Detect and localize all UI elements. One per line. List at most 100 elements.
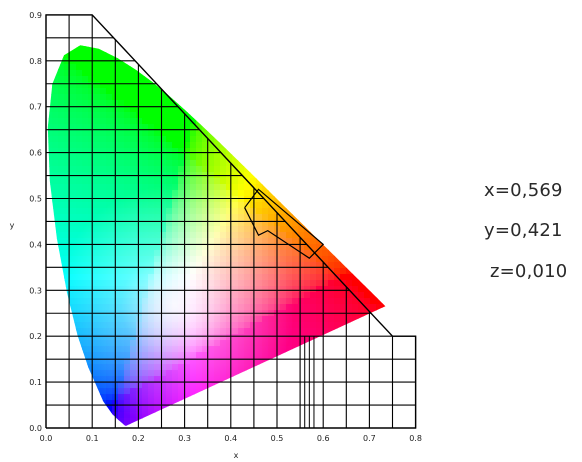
color-cell: [172, 412, 179, 419]
color-cell: [70, 406, 77, 413]
color-cell: [298, 190, 305, 197]
color-cell: [280, 88, 287, 95]
color-cell: [376, 52, 383, 59]
color-cell: [178, 45, 185, 47]
color-cell: [190, 70, 197, 77]
color-cell: [394, 286, 401, 293]
color-cell: [58, 46, 65, 53]
color-cell: [346, 346, 353, 353]
color-cell: [394, 58, 401, 65]
color-cell: [244, 394, 251, 401]
color-cell: [364, 70, 371, 77]
color-cell: [298, 58, 305, 65]
color-cell: [334, 394, 341, 401]
color-cell: [394, 244, 401, 251]
color-cell: [136, 46, 143, 53]
color-cell: [358, 118, 365, 125]
color-cell: [244, 88, 251, 95]
color-cell: [388, 388, 395, 395]
color-cell: [382, 412, 386, 419]
color-cell: [148, 418, 155, 425]
color-cell: [310, 52, 317, 59]
color-cell: [286, 64, 293, 71]
color-cell: [370, 412, 377, 419]
color-cell: [250, 412, 257, 419]
color-cell: [286, 160, 293, 167]
color-cell: [172, 88, 179, 95]
color-cell: [232, 58, 239, 65]
color-cell: [334, 172, 341, 179]
color-cell: [346, 256, 353, 263]
color-cell: [364, 100, 371, 107]
color-cell: [226, 106, 233, 113]
color-cell: [220, 124, 227, 131]
color-cell: [47, 52, 53, 59]
color-cell: [286, 400, 293, 407]
color-cell: [52, 52, 59, 59]
color-cell: [58, 328, 65, 335]
color-cell: [214, 88, 221, 95]
color-cell: [310, 196, 317, 203]
color-cell: [238, 58, 245, 65]
color-cell: [382, 136, 386, 143]
color-cell: [352, 346, 359, 353]
color-cell: [358, 136, 365, 143]
color-cell: [274, 154, 281, 161]
color-cell: [334, 418, 341, 425]
color-cell: [214, 130, 221, 137]
color-cell: [178, 70, 185, 77]
color-cell: [298, 124, 305, 131]
color-cell: [388, 352, 395, 359]
color-cell: [328, 184, 335, 191]
color-cell: [376, 45, 383, 47]
color-cell: [358, 46, 365, 53]
color-cell: [346, 160, 353, 167]
color-cell: [250, 76, 257, 83]
color-cell: [364, 112, 371, 119]
color-cell: [358, 244, 365, 251]
color-cell: [316, 166, 323, 173]
color-cell: [244, 100, 251, 107]
color-cell: [394, 82, 401, 89]
color-cell: [394, 190, 401, 197]
color-cell: [47, 292, 53, 299]
color-cell: [280, 406, 287, 413]
color-cell: [382, 64, 386, 71]
color-cell: [268, 370, 275, 377]
color-cell: [382, 274, 386, 281]
color-cell: [232, 148, 239, 155]
color-cell: [322, 172, 329, 179]
color-cell: [280, 418, 287, 425]
color-cell: [346, 238, 353, 245]
color-cell: [322, 232, 329, 239]
color-cell: [310, 88, 317, 95]
color-cell: [316, 154, 323, 161]
color-cell: [238, 394, 245, 401]
color-cell: [262, 82, 269, 89]
color-cell: [370, 214, 377, 221]
color-cell: [340, 232, 347, 239]
color-cell: [256, 64, 263, 71]
color-cell: [370, 166, 377, 173]
color-cell: [226, 94, 233, 101]
color-cell: [340, 160, 347, 167]
color-cell: [364, 256, 371, 263]
color-cell: [352, 382, 359, 389]
color-cell: [214, 52, 221, 59]
color-cell: [100, 406, 107, 413]
color-cell: [220, 394, 227, 401]
color-cell: [280, 382, 287, 389]
color-cell: [322, 100, 329, 107]
color-cell: [298, 112, 305, 119]
color-cell: [280, 76, 287, 83]
color-cell: [214, 394, 221, 401]
color-cell: [226, 412, 233, 419]
color-cell: [334, 346, 341, 353]
color-cell: [370, 112, 377, 119]
color-cell: [364, 244, 371, 251]
color-cell: [334, 220, 341, 227]
color-cell: [328, 124, 335, 131]
color-cell: [47, 286, 53, 293]
color-cell: [316, 124, 323, 131]
color-cell: [382, 394, 386, 401]
